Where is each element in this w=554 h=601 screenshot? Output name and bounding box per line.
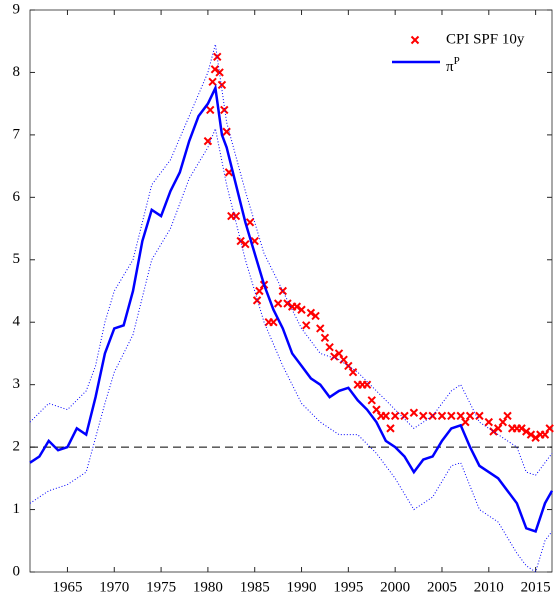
scatter-point <box>409 408 419 417</box>
x-tick-label: 1965 <box>52 579 82 595</box>
plot-area <box>29 9 553 573</box>
x-tick-label: 1980 <box>193 579 223 595</box>
x-tick-label: 2010 <box>474 579 504 595</box>
scatter-point <box>220 105 229 115</box>
y-tick-label: 0 <box>13 563 21 579</box>
scatter-point <box>283 299 292 308</box>
x-tick-label: 1990 <box>287 579 317 595</box>
y-tick-label: 4 <box>13 314 21 330</box>
scatter-point <box>522 427 531 436</box>
scatter-point <box>208 77 217 87</box>
scatter-point <box>330 352 339 361</box>
y-tick-label: 1 <box>13 501 21 517</box>
scatter-point <box>241 239 250 249</box>
x-tick-label: 1985 <box>240 579 270 595</box>
scatter-point <box>503 411 512 421</box>
x-tick-label: 1970 <box>99 579 129 595</box>
scatter-point <box>231 211 241 221</box>
scatter-point <box>273 299 283 308</box>
x-tick-label: 2000 <box>380 579 410 595</box>
scatter-point <box>348 367 358 377</box>
scatter-point <box>297 305 306 314</box>
scatter-point <box>316 324 325 333</box>
scatter-point <box>344 361 353 371</box>
scatter-point <box>381 411 391 421</box>
scatter-point <box>526 430 536 439</box>
y-tick-label: 9 <box>13 1 21 17</box>
scatter-point <box>437 411 447 421</box>
x-tick-label: 2005 <box>427 579 457 595</box>
scatter-point <box>320 333 330 343</box>
scatter-point <box>255 286 264 296</box>
scatter-point <box>339 355 348 364</box>
series-line <box>29 83 554 533</box>
scatter-point <box>456 411 465 421</box>
y-tick-label: 2 <box>13 439 21 455</box>
scatter-point <box>252 296 262 305</box>
legend-label: πP <box>446 55 460 76</box>
scatter-point <box>428 411 437 421</box>
scatter-point <box>213 52 222 62</box>
scatter-point <box>292 302 302 311</box>
legend-marker <box>410 35 420 45</box>
scatter-point <box>447 411 456 421</box>
scatter-point <box>210 65 220 74</box>
x-tick-label: 2015 <box>521 579 551 595</box>
scatter-point <box>362 380 372 389</box>
scatter-point <box>419 411 428 421</box>
scatter-point <box>475 411 484 421</box>
x-tick-label: 1995 <box>333 579 363 595</box>
scatter-point <box>311 311 320 321</box>
y-tick-label: 8 <box>13 64 21 80</box>
band-line <box>29 126 553 573</box>
scatter-point <box>461 417 470 427</box>
scatter-point <box>386 424 395 433</box>
legend-label: CPI SPF 10y <box>446 31 525 47</box>
y-tick-label: 6 <box>13 189 21 205</box>
scatter-point <box>484 417 494 427</box>
scatter-point <box>400 411 409 421</box>
scatter-point <box>493 424 503 433</box>
scatter-point <box>325 342 334 352</box>
scatter-point <box>217 80 227 90</box>
scatter-point <box>489 427 498 436</box>
scatter-point <box>206 105 215 115</box>
scatter-point <box>465 411 475 421</box>
scatter-point <box>367 396 376 405</box>
scatter-point <box>245 218 255 227</box>
scatter-point <box>390 411 400 421</box>
scatter-point <box>531 433 540 442</box>
scatter-point <box>203 136 213 146</box>
y-tick-label: 3 <box>13 376 21 392</box>
scatter-point <box>302 321 311 330</box>
scatter-point <box>517 424 526 433</box>
scatter-point <box>222 127 231 136</box>
band-line <box>29 44 553 476</box>
scatter-point <box>334 349 344 358</box>
scatter-point <box>306 308 316 318</box>
y-tick-label: 7 <box>13 126 21 142</box>
scatter-point <box>372 405 381 414</box>
y-tick-label: 5 <box>13 251 21 267</box>
scatter-point <box>269 318 278 327</box>
scatter-point <box>540 430 550 439</box>
scatter-point <box>545 424 554 433</box>
scatter-point <box>498 417 508 427</box>
x-tick-label: 1975 <box>146 579 176 595</box>
